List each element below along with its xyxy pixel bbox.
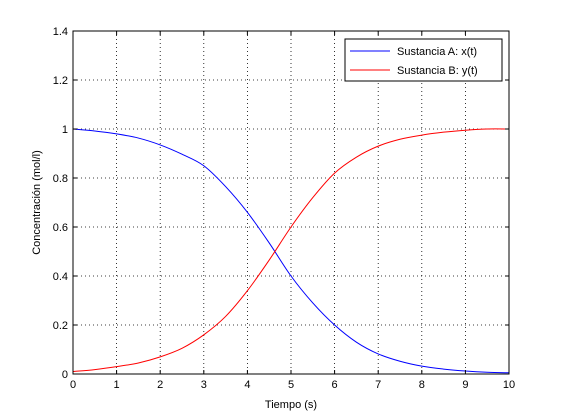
y-tick-label: 0.8 bbox=[53, 173, 68, 185]
y-tick-label: 0.4 bbox=[53, 271, 68, 283]
legend: Sustancia A: x(t) Sustancia B: y(t) bbox=[344, 38, 503, 82]
y-tick-label: 0.6 bbox=[53, 222, 68, 234]
x-tick-label: 5 bbox=[288, 379, 294, 391]
legend-label-sustancia-a: Sustancia A: x(t) bbox=[397, 46, 477, 58]
y-tick-label: 1 bbox=[62, 124, 68, 136]
legend-label-sustancia-b: Sustancia B: y(t) bbox=[397, 65, 478, 77]
x-tick-label: 10 bbox=[503, 379, 515, 391]
series-layer bbox=[72, 128, 510, 374]
series-line-sustancia-a bbox=[72, 128, 510, 374]
x-tick-label: 7 bbox=[375, 379, 381, 391]
y-tick-label: 1.4 bbox=[53, 26, 68, 38]
y-tick-label: 0 bbox=[62, 369, 68, 381]
x-tick-label: 3 bbox=[201, 379, 207, 391]
y-tick-label: 1.2 bbox=[53, 75, 68, 87]
y-tick-label: 0.2 bbox=[53, 320, 68, 332]
x-tick-label: 1 bbox=[114, 379, 120, 391]
series-line-sustancia-b bbox=[72, 128, 510, 373]
x-tick-label: 2 bbox=[157, 379, 163, 391]
grid-layer bbox=[73, 31, 509, 374]
tick-layer: 0 1 2 3 4 5 6 7 8 9 10 0 0.2 0.4 0.6 0.8 1 1.2 1.4 bbox=[53, 26, 515, 391]
plot-area bbox=[73, 31, 509, 374]
y-axis-title: Concentración (mol/l) bbox=[31, 150, 43, 255]
x-tick-label: 8 bbox=[419, 379, 425, 391]
legend-box bbox=[344, 38, 503, 82]
x-axis-title: Tiempo (s) bbox=[265, 399, 317, 411]
x-tick-label: 0 bbox=[70, 379, 76, 391]
x-tick-label: 9 bbox=[462, 379, 468, 391]
x-tick-label: 4 bbox=[244, 379, 250, 391]
x-tick-label: 6 bbox=[332, 379, 338, 391]
